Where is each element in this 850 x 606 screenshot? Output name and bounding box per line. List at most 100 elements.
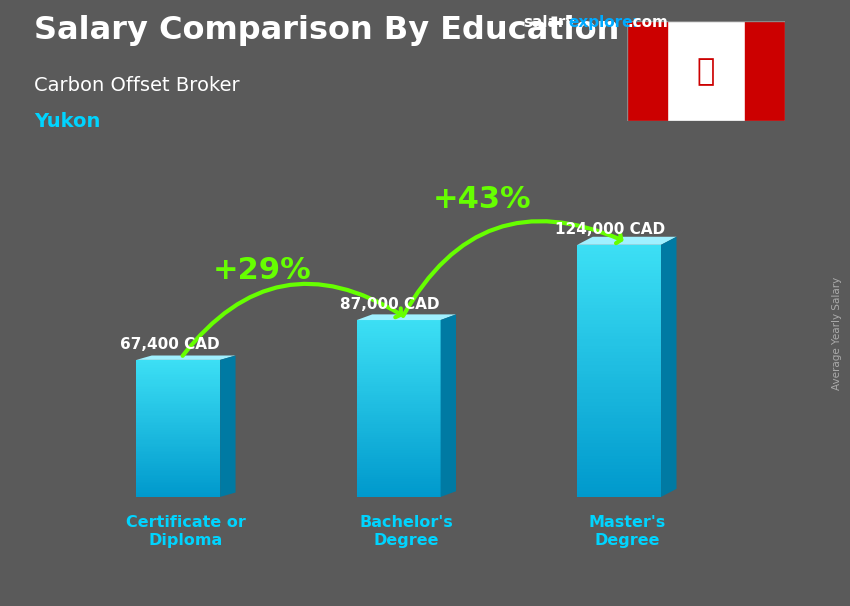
Bar [136, 389, 220, 391]
Bar [577, 387, 661, 390]
Bar [357, 477, 440, 479]
Bar [577, 324, 661, 327]
Bar [577, 295, 661, 298]
Bar [136, 418, 220, 420]
Text: Carbon Offset Broker: Carbon Offset Broker [34, 76, 240, 95]
Bar [357, 378, 440, 380]
Text: Salary Comparison By Education: Salary Comparison By Education [34, 15, 620, 46]
Text: Master's
Degree: Master's Degree [588, 515, 666, 548]
Bar [577, 440, 661, 444]
Bar [136, 367, 220, 368]
Bar [136, 422, 220, 423]
Bar [577, 418, 661, 421]
Bar [577, 301, 661, 305]
Bar [357, 437, 440, 439]
Bar [136, 375, 220, 377]
Bar [577, 254, 661, 258]
Bar [357, 415, 440, 418]
Bar [357, 433, 440, 435]
Bar [577, 352, 661, 355]
Text: 87,000 CAD: 87,000 CAD [340, 297, 439, 312]
Bar [357, 371, 440, 373]
Bar [136, 452, 220, 454]
Bar [357, 336, 440, 338]
Bar [357, 402, 440, 404]
Text: 67,400 CAD: 67,400 CAD [120, 337, 219, 351]
Bar [357, 331, 440, 333]
Bar [136, 365, 220, 367]
Bar [357, 466, 440, 468]
Bar [577, 267, 661, 270]
Bar [577, 405, 661, 408]
Bar [136, 470, 220, 471]
Bar [136, 368, 220, 370]
Bar [577, 258, 661, 261]
Bar [357, 418, 440, 419]
Bar [577, 282, 661, 286]
Bar [357, 439, 440, 442]
Bar [357, 408, 440, 411]
Bar [357, 430, 440, 433]
Bar [136, 442, 220, 444]
Bar [357, 406, 440, 408]
Bar [577, 402, 661, 405]
Bar [357, 462, 440, 464]
Bar [136, 456, 220, 458]
Bar [136, 370, 220, 372]
Text: +43%: +43% [434, 185, 532, 214]
Bar [577, 396, 661, 399]
Bar [136, 490, 220, 492]
Bar [357, 428, 440, 431]
Bar [357, 474, 440, 477]
Bar [136, 461, 220, 462]
Bar [577, 456, 661, 459]
Bar [357, 324, 440, 327]
Bar [357, 422, 440, 424]
Bar [136, 447, 220, 449]
Bar [357, 395, 440, 398]
Bar [357, 470, 440, 473]
Bar [357, 493, 440, 494]
Bar [136, 476, 220, 478]
Bar [136, 485, 220, 487]
Text: salary: salary [523, 15, 575, 30]
Bar [577, 424, 661, 428]
Bar [577, 478, 661, 481]
Bar [357, 375, 440, 378]
Bar [136, 454, 220, 456]
Bar [577, 481, 661, 484]
Bar [577, 285, 661, 289]
Bar [577, 358, 661, 361]
Bar [136, 495, 220, 497]
Bar [357, 347, 440, 349]
Bar [136, 471, 220, 473]
Bar [357, 490, 440, 493]
Bar [357, 486, 440, 488]
Text: Bachelor's
Degree: Bachelor's Degree [360, 515, 453, 548]
Bar [136, 393, 220, 394]
Bar [136, 373, 220, 375]
Bar [577, 431, 661, 434]
Polygon shape [661, 237, 677, 497]
Bar [357, 384, 440, 387]
Bar [357, 481, 440, 484]
Bar [357, 448, 440, 450]
Bar [357, 367, 440, 368]
Bar [136, 396, 220, 398]
Bar [357, 355, 440, 358]
Bar [136, 437, 220, 439]
Bar [357, 358, 440, 360]
Bar [136, 381, 220, 382]
Bar [357, 351, 440, 353]
Bar [136, 458, 220, 459]
Bar [136, 413, 220, 415]
Bar [577, 371, 661, 374]
Bar [577, 245, 661, 248]
Bar [577, 279, 661, 282]
Bar [577, 336, 661, 339]
Text: Yukon: Yukon [34, 112, 100, 131]
FancyArrowPatch shape [403, 221, 621, 316]
Bar [577, 437, 661, 440]
Bar [136, 487, 220, 488]
Bar [357, 479, 440, 481]
